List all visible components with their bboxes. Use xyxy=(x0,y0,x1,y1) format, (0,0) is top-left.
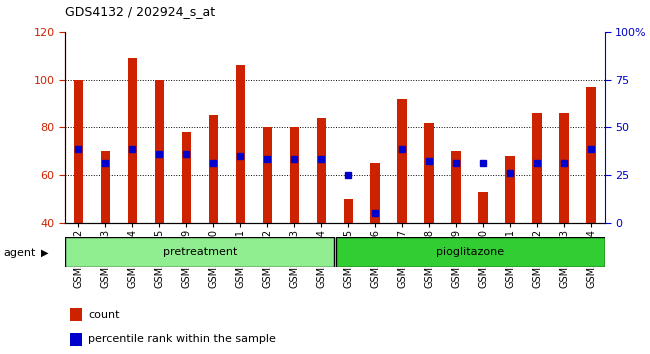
Text: pretreatment: pretreatment xyxy=(162,247,237,257)
Text: percentile rank within the sample: percentile rank within the sample xyxy=(88,334,276,344)
Text: pioglitazone: pioglitazone xyxy=(436,247,504,257)
Bar xyxy=(73,80,83,223)
Bar xyxy=(263,127,272,223)
Bar xyxy=(209,115,218,223)
Bar xyxy=(505,156,515,223)
Bar xyxy=(397,99,407,223)
Bar xyxy=(289,127,299,223)
Bar xyxy=(586,87,596,223)
Bar xyxy=(65,237,333,267)
Bar xyxy=(70,333,83,346)
Bar xyxy=(451,152,461,223)
Text: agent: agent xyxy=(3,248,36,258)
Bar xyxy=(181,132,191,223)
Bar xyxy=(532,113,542,223)
Bar xyxy=(70,308,83,321)
Bar xyxy=(127,58,137,223)
Text: GDS4132 / 202924_s_at: GDS4132 / 202924_s_at xyxy=(65,5,215,18)
Bar xyxy=(424,123,434,223)
Text: count: count xyxy=(88,309,120,320)
Bar xyxy=(336,237,604,267)
Text: ▶: ▶ xyxy=(41,248,49,258)
Bar xyxy=(235,65,245,223)
Bar xyxy=(478,192,488,223)
Bar xyxy=(155,80,164,223)
Bar xyxy=(317,118,326,223)
Bar xyxy=(370,163,380,223)
Bar xyxy=(343,199,353,223)
Bar xyxy=(559,113,569,223)
Bar xyxy=(101,152,111,223)
